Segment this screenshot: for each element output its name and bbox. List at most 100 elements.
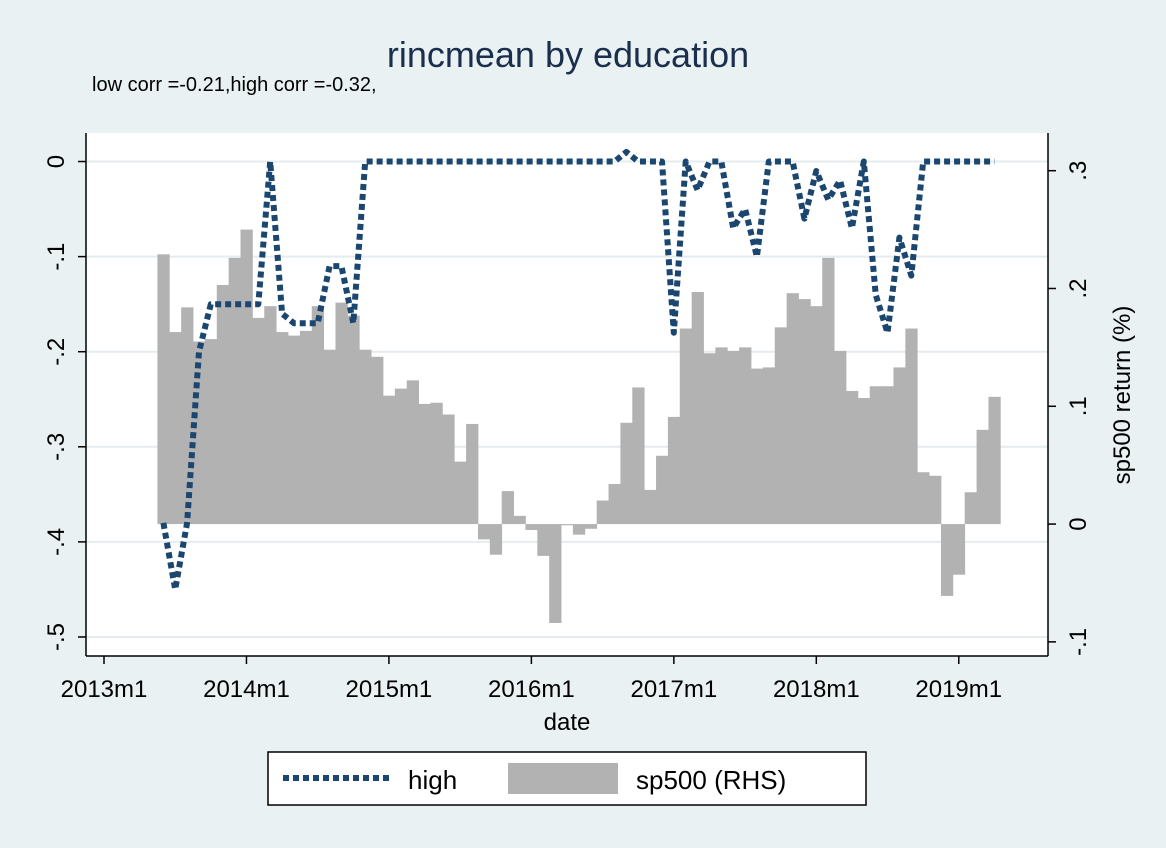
- bar-mark: [632, 387, 645, 525]
- bar-mark: [323, 349, 336, 525]
- bar-mark: [513, 515, 526, 525]
- x-tick-label: 2018m1: [773, 676, 860, 703]
- bar-mark: [691, 292, 704, 525]
- bar-mark: [929, 475, 942, 525]
- bar-mark: [572, 524, 586, 535]
- bar-mark: [228, 257, 241, 525]
- bar-mark: [893, 367, 906, 525]
- bar-mark: [466, 423, 479, 525]
- y-left-tick-label: 0: [43, 155, 70, 168]
- y-right-tick-label: .3: [1065, 161, 1092, 181]
- bar-mark: [430, 402, 443, 525]
- bar-mark: [477, 524, 491, 540]
- bar-mark: [371, 356, 384, 525]
- bar-mark: [240, 229, 253, 525]
- bar-mark: [596, 500, 609, 525]
- x-tick-label: 2013m1: [61, 676, 148, 703]
- bar-mark: [335, 302, 348, 525]
- bar-mark: [881, 386, 894, 525]
- bar-mark: [940, 524, 954, 596]
- bar-mark: [608, 484, 621, 525]
- chart-subtitle: low corr =-0.21,high corr =-0.32,: [92, 74, 377, 96]
- bar-mark: [988, 396, 1001, 525]
- bar-mark: [561, 524, 574, 526]
- bar-mark: [501, 491, 514, 525]
- x-tick-label: 2015m1: [346, 676, 433, 703]
- x-axis-title: date: [544, 709, 591, 736]
- bar-mark: [774, 327, 788, 525]
- bar-mark: [584, 524, 598, 529]
- y-right-axis-title: sp500 return (%): [1109, 306, 1136, 485]
- bar-mark: [382, 395, 396, 525]
- bar-mark: [869, 386, 883, 525]
- bar-mark: [454, 461, 467, 525]
- bar-mark: [620, 422, 633, 525]
- bar-mark: [394, 388, 408, 525]
- x-tick-label: 2014m1: [203, 676, 290, 703]
- bar-mark: [715, 347, 728, 525]
- y-left-tick-label: -.3: [43, 433, 70, 461]
- bar-mark: [786, 293, 799, 525]
- bar-mark: [406, 380, 420, 525]
- y-left-tick-label: -.5: [43, 623, 70, 651]
- bar-mark: [252, 317, 265, 525]
- bar-mark: [798, 299, 811, 525]
- line-high: [160, 149, 995, 593]
- y-right-tick-label: -.1: [1065, 628, 1092, 656]
- x-tick-label: 2017m1: [630, 676, 717, 703]
- y-left-tick-label: -.1: [43, 243, 70, 271]
- x-tick-label: 2019m1: [915, 676, 1002, 703]
- legend-sp500-label: sp500 (RHS): [636, 765, 786, 795]
- line-series: [160, 149, 995, 593]
- bar-mark: [703, 353, 716, 525]
- bar-mark: [525, 524, 538, 530]
- legend: high sp500 (RHS): [267, 751, 867, 806]
- chart-title: rincmean by education: [387, 34, 749, 75]
- bar-mark: [679, 328, 693, 525]
- y-left-tick-label: -.2: [43, 338, 70, 366]
- bar-mark: [834, 350, 847, 525]
- bar-mark: [299, 330, 313, 525]
- bar-mark: [656, 455, 669, 525]
- bar-mark: [489, 524, 503, 555]
- bar-mark: [264, 306, 277, 525]
- bar-mark: [845, 390, 859, 525]
- bar-mark: [276, 332, 289, 525]
- bar-mark: [952, 524, 966, 575]
- x-tick-label: 2016m1: [488, 676, 575, 703]
- bar-mark: [917, 472, 930, 525]
- bar-mark: [644, 489, 657, 525]
- bar-mark: [537, 524, 550, 556]
- bar-mark: [857, 398, 871, 525]
- bar-mark: [359, 349, 372, 525]
- y-right-tick-label: 0: [1065, 517, 1092, 530]
- axes: 0 -.1 -.2 -.3 -.4 -.5 .3 .2 .1 0 -.1 2013m1 2014m1 20…: [43, 133, 1092, 703]
- bar-mark: [216, 284, 230, 525]
- bar-mark: [549, 524, 562, 624]
- bar-mark: [442, 414, 455, 525]
- bar-mark: [964, 492, 977, 525]
- bar-mark: [169, 332, 182, 525]
- bar-mark: [311, 306, 325, 525]
- bar-series: [157, 229, 1001, 624]
- bar-mark: [739, 347, 752, 525]
- legend-high-label: high: [408, 765, 457, 795]
- bar-mark: [822, 257, 835, 525]
- bar-mark: [667, 416, 681, 525]
- y-right-tick-label: .1: [1065, 396, 1092, 416]
- bar-mark: [204, 339, 218, 525]
- bar-mark: [727, 350, 740, 525]
- bar-mark: [751, 368, 764, 525]
- bar-mark: [418, 403, 431, 525]
- bar-mark: [810, 306, 823, 525]
- bar-mark: [157, 254, 170, 525]
- y-left-tick-label: -.4: [43, 528, 70, 556]
- bar-mark: [288, 335, 301, 525]
- bar-mark: [905, 328, 918, 525]
- legend-sp500-swatch: [508, 763, 618, 794]
- bar-mark: [976, 429, 989, 525]
- bar-mark: [762, 367, 776, 525]
- bar-mark: [181, 307, 194, 525]
